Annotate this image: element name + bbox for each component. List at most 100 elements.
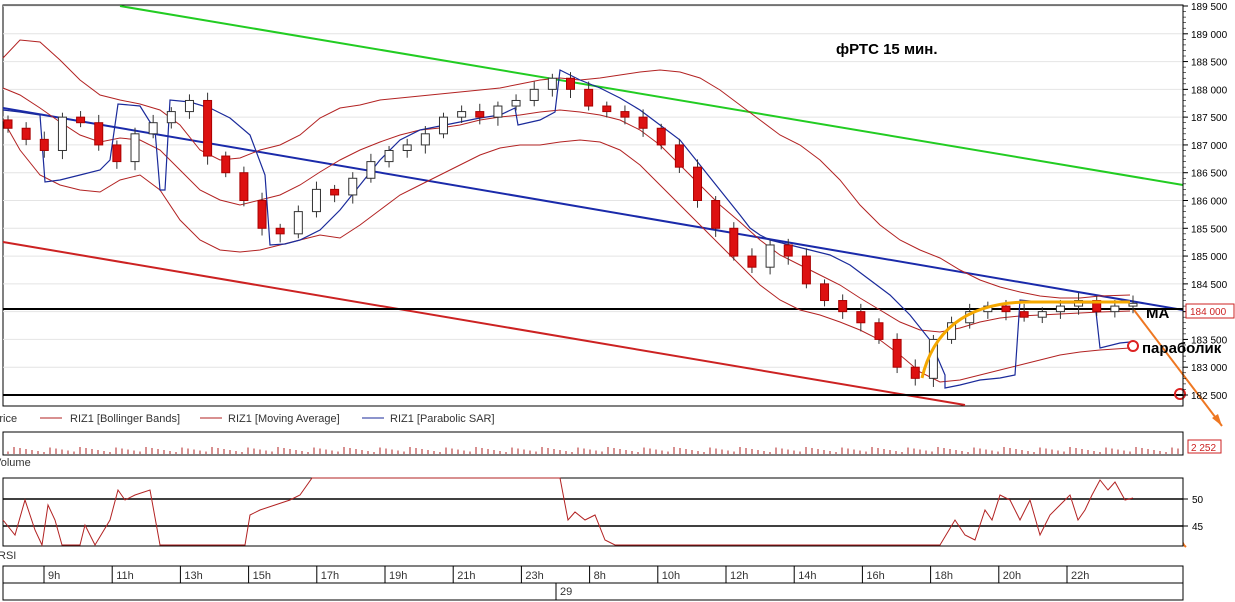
candle-body (656, 127, 666, 146)
candle-body (892, 338, 902, 368)
candle-body (1055, 305, 1065, 313)
price-tick-label: 189 000 (1191, 30, 1228, 41)
candle-body (820, 283, 830, 302)
chart-title: фРТС 15 мин. (836, 41, 938, 58)
candle-body (203, 99, 213, 157)
candle-body (493, 105, 503, 118)
price-tick-label: 185 000 (1191, 252, 1228, 263)
orange-arc (920, 300, 1130, 379)
price-tick-label: 184 500 (1191, 280, 1228, 291)
candle-body (112, 144, 122, 163)
time-label: 10h (662, 570, 680, 582)
candle-body (438, 116, 448, 135)
candle-body (674, 144, 684, 168)
candle-body (547, 77, 557, 90)
legend-ma: RIZ1 [Moving Average] (228, 413, 340, 425)
candle-body (1037, 311, 1047, 318)
candle-body (529, 88, 539, 101)
moving-average (2, 87, 1131, 333)
volume-bars (7, 447, 1179, 454)
time-label: 12h (730, 570, 748, 582)
price-tick-label: 185 500 (1191, 224, 1228, 235)
candle-body (783, 244, 793, 257)
ma-annotation: MA (1146, 305, 1169, 322)
volume-panel (2, 431, 1184, 456)
candle-body (311, 188, 321, 213)
time-label: 11h (116, 570, 134, 582)
volume-label: Volume (0, 457, 31, 469)
candle-body (21, 127, 31, 140)
candle-body (275, 227, 285, 235)
price-grid (3, 5, 1183, 396)
candle-body (293, 211, 303, 235)
candle-body (511, 99, 521, 107)
price-tick-label: 183 500 (1191, 335, 1228, 346)
price-axis: 182 500 183 000 183 500 184 000 184 500 185 0… (1182, 2, 1228, 406)
rsi-tick-label: 50 (1192, 495, 1204, 506)
candle-body (94, 122, 104, 146)
candle-body (747, 255, 757, 268)
price-tick-label: 189 500 (1191, 2, 1228, 13)
arrow-upper (1133, 309, 1223, 427)
candle-body (366, 161, 376, 179)
current-price-label: 184 000 (1190, 307, 1227, 318)
time-label: 17h (321, 570, 339, 582)
legend-bollinger: RIZ1 [Bollinger Bands] (70, 413, 180, 425)
candle-body (39, 138, 49, 151)
time-label: 13h (184, 570, 202, 582)
price-tick-label: 188 000 (1191, 85, 1228, 96)
candle-body (239, 172, 249, 201)
parabolic-annotation: параболик (1142, 340, 1222, 357)
time-label: 19h (389, 570, 407, 582)
time-label: 23h (525, 570, 543, 582)
time-label: 21h (457, 570, 475, 582)
candle-body (1001, 305, 1011, 313)
price-tick-label: 187 500 (1191, 113, 1228, 124)
time-label: 16h (866, 570, 884, 582)
bollinger-upper (2, 39, 1131, 299)
candle-body (711, 200, 721, 229)
candle-body (856, 311, 866, 324)
price-tick-label: 187 000 (1191, 141, 1228, 152)
candle-body (1128, 302, 1138, 307)
candle-body (3, 119, 13, 129)
candle-body (457, 111, 467, 118)
candle-body (257, 200, 267, 229)
red-trend-line (2, 241, 966, 406)
blue-trend-line (2, 107, 1184, 311)
psar-marker (1127, 340, 1139, 352)
date-label: 29 (560, 586, 572, 598)
price-tick-label: 188 500 (1191, 58, 1228, 69)
candle-body (166, 111, 176, 124)
legend-price: Price (0, 413, 17, 425)
parabolic-sar (2, 69, 1131, 389)
rsi-panel (2, 477, 1184, 547)
candle-body (130, 133, 140, 163)
candle-body (1110, 305, 1120, 313)
arrow-upper-head (1212, 414, 1222, 426)
price-tick-label: 186 000 (1191, 197, 1228, 208)
candle-body (566, 77, 575, 90)
legend-psar: RIZ1 [Parabolic SAR] (390, 413, 495, 425)
time-label: 18h (935, 570, 953, 582)
candle-body (910, 366, 920, 379)
rsi-line (2, 477, 1134, 547)
candle-body (148, 122, 158, 135)
candles (3, 72, 1138, 387)
current-price-box (1185, 303, 1235, 319)
candle-body (184, 99, 194, 113)
time-label: 8h (594, 570, 606, 582)
candle-body (620, 111, 630, 118)
candle-body (330, 188, 340, 196)
price-tick-label: 183 000 (1191, 363, 1228, 374)
candle-body (475, 111, 485, 118)
candle-body (801, 255, 811, 285)
time-label: 22h (1071, 570, 1089, 582)
time-label: 9h (48, 570, 60, 582)
candle-body (221, 155, 231, 174)
candle-body (602, 105, 612, 113)
price-tick-label: 186 500 (1191, 169, 1228, 180)
candle-body (874, 322, 884, 340)
price-tick-label: 182 500 (1191, 391, 1228, 402)
